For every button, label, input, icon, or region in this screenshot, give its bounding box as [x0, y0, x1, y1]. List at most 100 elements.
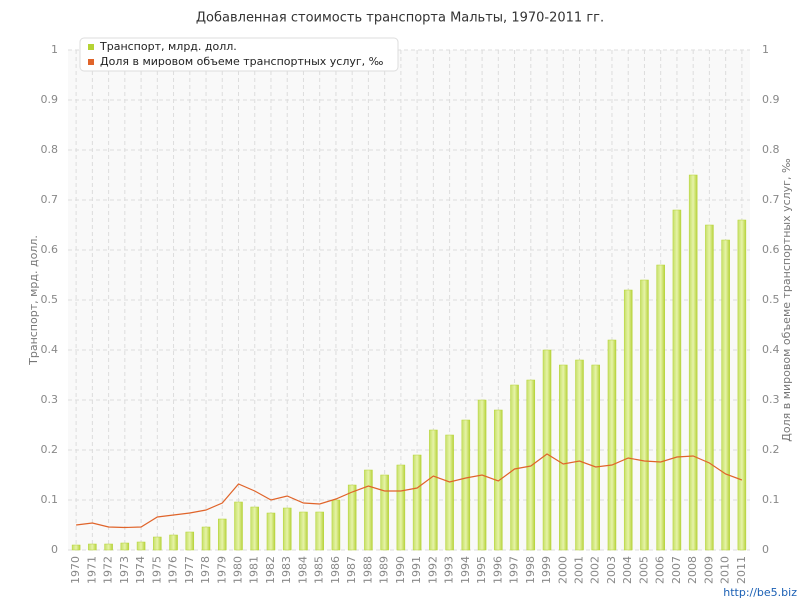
bar — [591, 364, 600, 551]
watermark: http://be5.biz — [723, 586, 797, 599]
y-tick-label: 0.7 — [41, 193, 59, 206]
legend-swatch — [88, 59, 94, 65]
bar — [71, 544, 81, 551]
y-axis-title: Транспорт, мрд. долл. — [27, 235, 40, 366]
y2-tick-label: 0 — [762, 543, 769, 556]
y-tick-label: 0 — [51, 543, 58, 556]
bar — [315, 511, 324, 551]
x-tick-label: 1994 — [459, 556, 472, 584]
y2-tick-label: 0.7 — [762, 193, 780, 206]
x-tick-label: 2008 — [686, 556, 699, 584]
y-tick-label: 0.1 — [41, 493, 59, 506]
bar — [380, 474, 389, 551]
y-tick-label: 0.4 — [41, 343, 59, 356]
bar — [623, 289, 633, 551]
bar — [250, 506, 259, 551]
bar — [461, 419, 471, 551]
x-tick-label: 2011 — [735, 556, 748, 584]
x-tick-label: 2009 — [702, 556, 715, 584]
x-tick-label: 1998 — [524, 556, 537, 584]
x-tick-label: 2010 — [719, 556, 732, 584]
bar — [88, 543, 97, 551]
x-tick-label: 2004 — [621, 556, 634, 584]
x-tick-label: 1973 — [118, 556, 131, 584]
x-tick-label: 1992 — [426, 556, 439, 584]
bar — [153, 536, 162, 551]
legend: Транспорт, млрд. долл. Доля в мировом объ… — [79, 37, 399, 72]
y2-tick-label: 0.2 — [762, 443, 780, 456]
x-tick-label: 1981 — [248, 556, 261, 584]
y2-tick-label: 0.9 — [762, 93, 780, 106]
bar — [640, 279, 649, 551]
x-tick-label: 2005 — [637, 556, 650, 584]
y-tick-label: 0.6 — [41, 243, 59, 256]
y-tick-label: 0.5 — [41, 293, 59, 306]
x-tick-label: 1970 — [69, 556, 82, 584]
bar — [218, 518, 227, 551]
x-tick-label: 1990 — [394, 556, 407, 584]
legend-label: Транспорт, млрд. долл. — [99, 40, 237, 53]
bar — [688, 174, 698, 551]
line — [76, 453, 743, 529]
bar — [705, 224, 714, 551]
x-tick-label: 1975 — [150, 556, 163, 584]
bar — [347, 484, 357, 551]
y-tick-label: 1 — [51, 43, 58, 56]
y2-tick-label: 0.6 — [762, 243, 780, 256]
legend-label: Доля в мировом объеме транспортных услуг… — [100, 55, 384, 68]
bar — [234, 501, 243, 551]
y2-tick-label: 1 — [762, 43, 769, 56]
y2-tick-label: 0.1 — [762, 493, 780, 506]
bar — [559, 364, 568, 551]
bar — [429, 429, 438, 551]
x-tick-label: 1979 — [215, 556, 228, 584]
x-tick-label: 1971 — [85, 556, 98, 584]
chart-title: Добавленная стоимость транспорта Мальты,… — [196, 11, 604, 26]
bar — [331, 499, 341, 551]
x-tick-label: 1991 — [410, 556, 423, 584]
x-tick-label: 2006 — [654, 556, 667, 584]
y2-tick-label: 0.4 — [762, 343, 780, 356]
bar — [672, 209, 682, 551]
bar — [510, 384, 519, 551]
x-tick-label: 1982 — [264, 556, 277, 584]
x-tick-label: 1978 — [199, 556, 212, 584]
bar — [575, 359, 584, 551]
x-tick-label: 1987 — [345, 556, 358, 584]
bar — [542, 349, 552, 551]
bar — [185, 531, 195, 551]
y-tick-label: 0.2 — [41, 443, 59, 456]
x-tick-label: 2003 — [605, 556, 618, 584]
x-tick-label: 1993 — [443, 556, 456, 584]
x-tick-label: 1984 — [296, 556, 309, 584]
bar — [526, 379, 536, 551]
x-tick-label: 1976 — [167, 556, 180, 584]
x-tick-label: 1985 — [313, 556, 326, 584]
bar — [169, 534, 178, 551]
x-tick-label: 2007 — [670, 556, 683, 584]
x-tick-label: 2001 — [573, 556, 586, 584]
x-tick-label: 1988 — [361, 556, 374, 584]
bar — [136, 541, 146, 551]
bar — [737, 219, 747, 551]
legend-box — [79, 37, 399, 72]
bar — [364, 469, 373, 551]
x-tick-label: 1980 — [232, 556, 245, 584]
legend-swatch — [88, 44, 94, 50]
x-tick-label: 1977 — [183, 556, 196, 584]
x-tick-label: 1996 — [491, 556, 504, 584]
bar — [282, 507, 292, 551]
bar — [721, 239, 730, 551]
bar — [201, 526, 211, 551]
y2-tick-label: 0.5 — [762, 293, 780, 306]
x-tick-label: 1972 — [102, 556, 115, 584]
bar — [120, 542, 130, 551]
x-tick-label: 1995 — [475, 556, 488, 584]
x-tick-label: 1986 — [329, 556, 342, 584]
y2-tick-label: 0.3 — [762, 393, 780, 406]
x-tick-label: 2000 — [556, 556, 569, 584]
x-tick-label: 1989 — [378, 556, 391, 584]
bar — [656, 264, 665, 551]
x-tick-label: 1999 — [540, 556, 553, 584]
